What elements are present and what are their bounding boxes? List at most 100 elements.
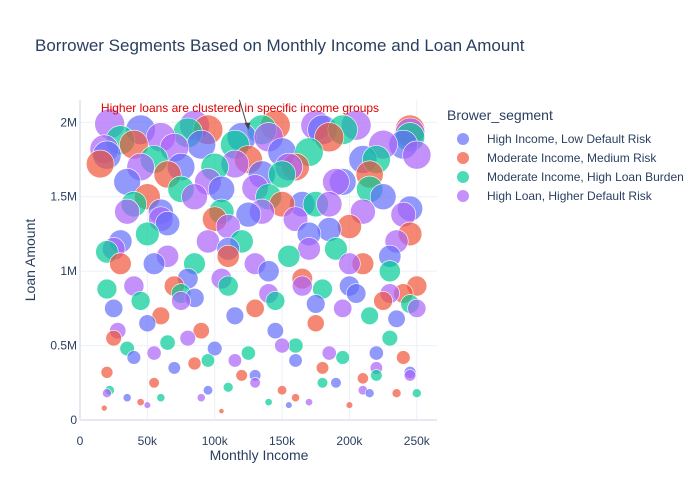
legend-item-1[interactable]: Moderate Income, Medium Risk bbox=[447, 148, 684, 167]
data-point-series-2[interactable] bbox=[268, 160, 296, 189]
data-point-series-1[interactable] bbox=[218, 408, 225, 414]
annotation-layer: Higher loans are clustered in specific i… bbox=[101, 99, 379, 130]
legend-marker-icon bbox=[457, 170, 469, 183]
data-point-series-3[interactable] bbox=[146, 345, 162, 361]
data-point-series-3[interactable] bbox=[407, 298, 427, 318]
data-point-series-3[interactable] bbox=[274, 337, 290, 354]
data-point-series-3[interactable] bbox=[321, 345, 337, 361]
legend-item-0[interactable]: High Income, Low Default Risk bbox=[447, 129, 684, 148]
data-point-series-1[interactable] bbox=[315, 361, 330, 375]
data-point-series-0[interactable] bbox=[257, 260, 280, 283]
data-point-series-0[interactable] bbox=[364, 388, 375, 399]
data-point-series-0[interactable] bbox=[122, 393, 132, 403]
data-point-series-0[interactable] bbox=[207, 340, 223, 357]
data-point-series-0[interactable] bbox=[368, 345, 384, 361]
data-point-series-3[interactable] bbox=[196, 393, 206, 403]
data-point-series-0[interactable] bbox=[225, 306, 245, 325]
data-point-series-2[interactable] bbox=[96, 278, 118, 300]
data-point-series-2[interactable] bbox=[316, 377, 329, 389]
data-point-series-2[interactable] bbox=[378, 260, 401, 283]
data-point-series-0[interactable] bbox=[155, 211, 181, 237]
data-point-series-0[interactable] bbox=[288, 353, 303, 368]
data-point-series-3[interactable] bbox=[227, 353, 242, 368]
data-point-series-1[interactable] bbox=[291, 393, 300, 403]
data-point-series-0[interactable] bbox=[104, 298, 124, 318]
legend-item-3[interactable]: High Loan, Higher Default Risk bbox=[447, 186, 684, 205]
data-point-series-2[interactable] bbox=[335, 350, 350, 365]
data-point-series-0[interactable] bbox=[330, 377, 342, 389]
data-point-series-2[interactable] bbox=[277, 244, 301, 268]
data-point-series-2[interactable] bbox=[264, 398, 273, 407]
data-point-series-2[interactable] bbox=[360, 306, 379, 325]
data-point-series-2[interactable] bbox=[240, 345, 256, 361]
data-point-series-2[interactable] bbox=[265, 291, 286, 311]
data-point-series-1[interactable] bbox=[100, 404, 108, 412]
data-point-series-2[interactable] bbox=[411, 388, 422, 399]
data-point-series-1[interactable] bbox=[216, 244, 240, 268]
data-point-series-2[interactable] bbox=[287, 337, 304, 354]
data-point-series-2[interactable] bbox=[135, 221, 160, 247]
data-point-series-3[interactable] bbox=[322, 168, 350, 196]
data-point-series-1[interactable] bbox=[187, 356, 202, 371]
data-point-series-2[interactable] bbox=[130, 291, 151, 311]
data-point-series-0[interactable] bbox=[138, 314, 157, 333]
data-point-series-3[interactable] bbox=[338, 252, 361, 275]
legend-title: Brower_segment bbox=[447, 107, 553, 123]
data-point-series-1[interactable] bbox=[396, 350, 411, 365]
data-point-series-0[interactable] bbox=[266, 322, 284, 340]
data-point-series-0[interactable] bbox=[167, 361, 181, 375]
data-point-series-1[interactable] bbox=[306, 314, 325, 333]
data-point-series-3[interactable] bbox=[179, 329, 196, 347]
data-point-series-0[interactable] bbox=[126, 350, 142, 365]
data-point-series-1[interactable] bbox=[345, 401, 354, 409]
data-point-series-3[interactable] bbox=[249, 377, 261, 389]
data-point-series-3[interactable] bbox=[333, 298, 353, 318]
data-point-series-1[interactable] bbox=[192, 322, 210, 340]
y-tick-label: 0 bbox=[70, 413, 77, 427]
data-point-series-2[interactable] bbox=[381, 329, 399, 347]
data-point-series-2[interactable] bbox=[222, 381, 234, 393]
data-point-series-3[interactable] bbox=[181, 183, 208, 211]
data-point-series-1[interactable] bbox=[235, 369, 248, 382]
data-point-series-0[interactable] bbox=[387, 309, 406, 328]
data-point-series-1[interactable] bbox=[109, 252, 132, 275]
data-point-series-3[interactable] bbox=[305, 398, 313, 407]
data-point-series-2[interactable] bbox=[370, 369, 383, 382]
data-point-series-0[interactable] bbox=[142, 252, 166, 275]
legend-item-2[interactable]: Moderate Income, High Loan Burden bbox=[447, 167, 684, 186]
data-point-series-1[interactable] bbox=[100, 366, 114, 379]
data-point-series-1[interactable] bbox=[356, 372, 369, 385]
data-point-series-2[interactable] bbox=[159, 334, 176, 351]
data-point-series-2[interactable] bbox=[156, 393, 166, 403]
data-point-series-1[interactable] bbox=[148, 377, 160, 389]
data-point-series-1[interactable] bbox=[373, 291, 393, 311]
data-point-series-2[interactable] bbox=[217, 275, 239, 297]
data-point-series-1[interactable] bbox=[277, 385, 288, 396]
data-point-series-3[interactable] bbox=[291, 275, 313, 297]
data-point-series-1[interactable] bbox=[85, 149, 115, 179]
data-point-series-3[interactable] bbox=[114, 198, 141, 225]
data-point-series-1[interactable] bbox=[391, 388, 402, 399]
data-point-series-3[interactable] bbox=[196, 229, 220, 254]
data-point-series-3[interactable] bbox=[297, 237, 321, 261]
data-point-series-1[interactable] bbox=[136, 398, 145, 407]
data-point-series-1[interactable] bbox=[245, 298, 265, 318]
data-point-series-0[interactable] bbox=[306, 294, 326, 314]
data-point-series-0[interactable] bbox=[346, 283, 367, 304]
data-point-series-0[interactable] bbox=[202, 385, 214, 396]
data-point-series-0[interactable] bbox=[285, 401, 293, 409]
data-point-series-2[interactable] bbox=[324, 237, 348, 261]
data-point-series-2[interactable] bbox=[200, 353, 215, 368]
data-point-series-3[interactable] bbox=[403, 369, 417, 382]
data-point-series-0[interactable] bbox=[207, 175, 235, 203]
data-point-series-0[interactable] bbox=[235, 201, 262, 228]
data-point-series-3[interactable] bbox=[402, 140, 432, 170]
data-point-series-3[interactable] bbox=[102, 388, 112, 399]
data-point-series-3[interactable] bbox=[143, 401, 152, 409]
data-point-series-1[interactable] bbox=[105, 329, 122, 347]
data-point-series-0[interactable] bbox=[369, 183, 397, 211]
data-point-series-3[interactable] bbox=[171, 291, 191, 311]
data-point-series-1[interactable] bbox=[314, 122, 345, 153]
data-point-series-3[interactable] bbox=[316, 191, 343, 218]
